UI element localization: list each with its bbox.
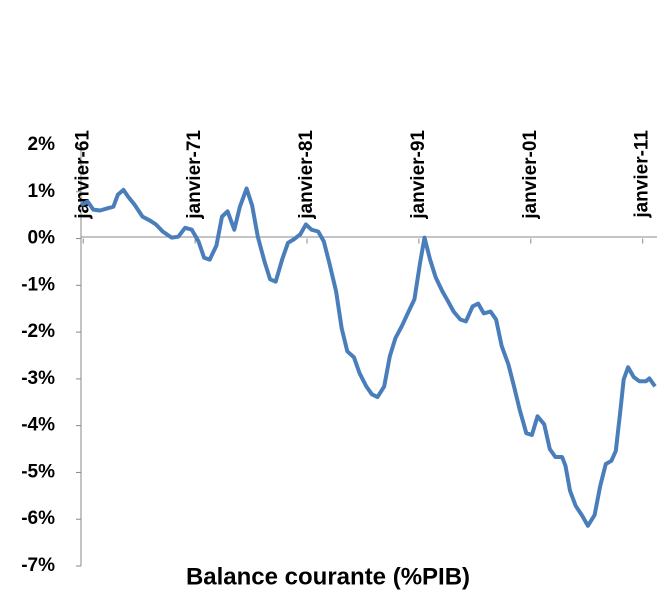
chart-title: Balance courante (%PIB) (186, 563, 470, 590)
series-line (80, 186, 657, 528)
y-tick-label: -4% (21, 415, 55, 436)
y-tick-label: 1% (28, 181, 56, 202)
y-tick-label: -1% (21, 274, 55, 295)
y-tick-label: -5% (21, 461, 55, 482)
y-tick-label: -6% (21, 508, 55, 529)
y-tick-label: -7% (21, 555, 55, 576)
y-tick-label: -3% (21, 368, 55, 389)
y-tick-label: 2% (28, 134, 56, 155)
x-tick-label: janvier-01 (520, 130, 541, 220)
x-tick-label: janvier-81 (296, 130, 317, 220)
x-tick-label: janvier-71 (184, 130, 205, 220)
x-tick-label: janvier-91 (408, 130, 429, 220)
y-tick-label: -2% (21, 321, 55, 342)
x-tick-label: janvier-11 (632, 130, 653, 219)
y-tick-label: 0% (28, 228, 56, 249)
x-tick-label: janvier-61 (72, 130, 93, 220)
